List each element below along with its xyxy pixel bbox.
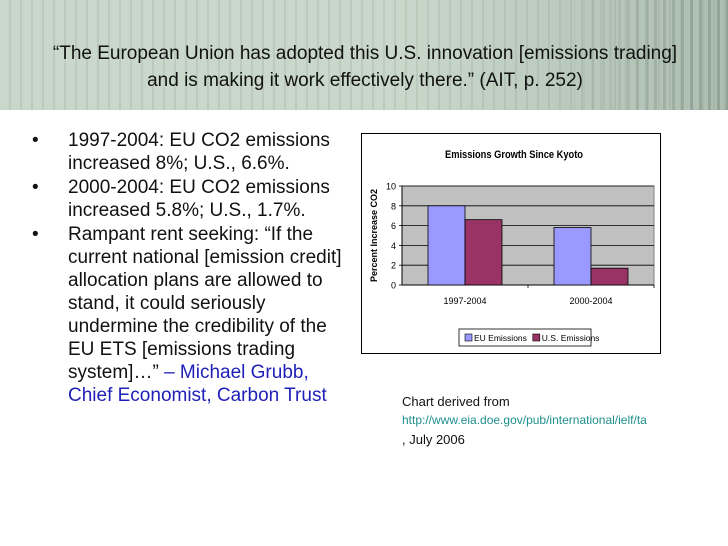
y-tick-label: 4 (391, 241, 396, 251)
bar (590, 267, 629, 286)
bar (464, 219, 503, 286)
x-tick-label: 1997-2004 (443, 296, 486, 306)
source-link[interactable]: http://www.eia.doe.gov/pub/international… (402, 413, 647, 427)
legend-box (458, 328, 592, 347)
bullet-text: 2000-2004: EU CO2 emissions increased 5.… (68, 177, 330, 221)
title-banner: “The European Union has adopted this U.S… (0, 0, 728, 110)
bullet-text: 1997-2004: EU CO2 emissions increased 8%… (68, 130, 330, 174)
bullet-icon: • (32, 224, 39, 245)
y-tick-label: 8 (391, 201, 396, 211)
bullet-text: Rampant rent seeking: “If the current na… (68, 224, 342, 383)
bullet-icon: • (32, 130, 39, 151)
y-axis-label: Percent Increase CO2 (369, 189, 379, 282)
y-tick-label: 2 (391, 261, 396, 271)
y-tick-label: 10 (386, 182, 396, 192)
bullet-list: • 1997-2004: EU CO2 emissions increased 8… (30, 129, 350, 408)
chart-source: Chart derived from http://www.eia.doe.go… (402, 392, 692, 449)
chart-title: Emissions Growth Since Kyoto (445, 149, 583, 161)
x-tick-label: 2000-2004 (569, 296, 612, 306)
quote-attribution: – Michael Grubb, Chief Economist, Carbon… (68, 362, 327, 406)
slide-title: “The European Union has adopted this U.S… (52, 43, 678, 91)
bullet-item: • 2000-2004: EU CO2 emissions increased 5… (30, 176, 350, 222)
bullet-item: • Rampant rent seeking: “If the current n… (30, 223, 350, 407)
bullet-item: • 1997-2004: EU CO2 emissions increased 8… (30, 129, 350, 175)
bar (427, 205, 466, 286)
legend-swatch (532, 333, 541, 342)
emissions-chart: Emissions Growth Since Kyoto 0 2 4 6 8 10 Perce… (369, 149, 655, 347)
legend-swatch (464, 333, 473, 342)
y-tick-label: 0 (391, 281, 396, 291)
legend-label: EU Emissions (474, 333, 527, 343)
y-tick-label: 6 (391, 221, 396, 231)
chart-container: Emissions Growth Since Kyoto 0 2 4 6 8 10 Perce… (361, 133, 661, 354)
legend-label: U.S. Emissions (542, 333, 600, 343)
source-prefix: Chart derived from (402, 394, 510, 409)
bar (553, 227, 592, 286)
source-suffix: , July 2006 (402, 432, 465, 447)
bullet-icon: • (32, 177, 39, 198)
